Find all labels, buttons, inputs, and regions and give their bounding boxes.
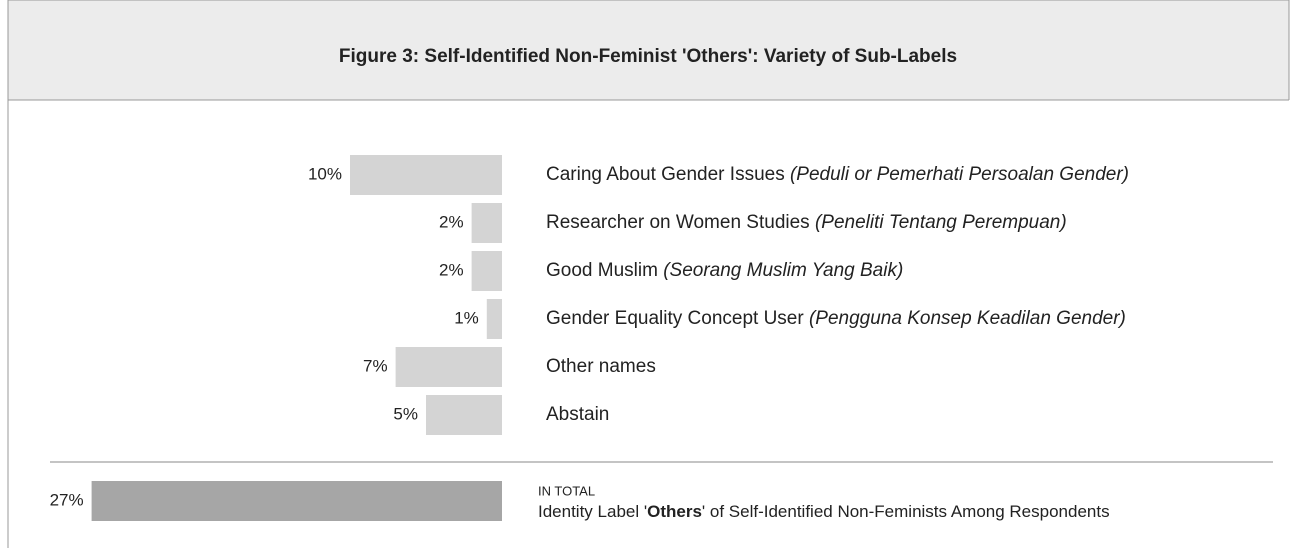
bar (350, 155, 502, 195)
total-label: Identity Label 'Others' of Self-Identifi… (538, 502, 1110, 521)
value-label: 1% (454, 308, 479, 327)
total-label-part: ' of Self-Identified Non-Feminists Among… (702, 502, 1110, 521)
bar (426, 395, 502, 435)
bar (471, 251, 502, 291)
category-name: Good Muslim (546, 260, 658, 281)
category-note: (Pengguna Konsep Keadilan Gender) (809, 308, 1126, 329)
value-label: 2% (439, 212, 464, 231)
bar (471, 203, 502, 243)
category-label: Abstain (546, 404, 609, 425)
value-label: 5% (393, 404, 418, 423)
chart-title: Figure 3: Self-Identified Non-Feminist '… (339, 46, 957, 67)
total-value-label: 27% (50, 490, 84, 509)
category-name: Gender Equality Concept User (546, 308, 804, 329)
value-label: 10% (308, 164, 342, 183)
category-label: Good Muslim (Seorang Muslim Yang Baik) (546, 260, 903, 281)
value-label: 2% (439, 260, 464, 279)
total-label-part: Others (647, 502, 702, 521)
category-name: Caring About Gender Issues (546, 164, 785, 185)
bar (486, 299, 502, 339)
value-label: 7% (363, 356, 388, 375)
total-label-part: Identity Label ' (538, 502, 647, 521)
total-heading: IN TOTAL (538, 483, 595, 498)
category-label: Gender Equality Concept User (Pengguna K… (546, 308, 1126, 329)
bar (395, 347, 502, 387)
category-name: Abstain (546, 404, 609, 425)
category-note: (Peduli or Pemerhati Persoalan Gender) (790, 164, 1129, 185)
category-name: Other names (546, 356, 656, 377)
category-label: Other names (546, 356, 656, 377)
category-note: (Peneliti Tentang Perempuan) (815, 212, 1067, 233)
total-bar (91, 481, 502, 521)
category-note: (Seorang Muslim Yang Baik) (663, 260, 903, 281)
header-band (8, 0, 1289, 100)
category-label: Researcher on Women Studies (Peneliti Te… (546, 212, 1067, 233)
category-name: Researcher on Women Studies (546, 212, 810, 233)
category-label: Caring About Gender Issues (Peduli or Pe… (546, 164, 1129, 185)
